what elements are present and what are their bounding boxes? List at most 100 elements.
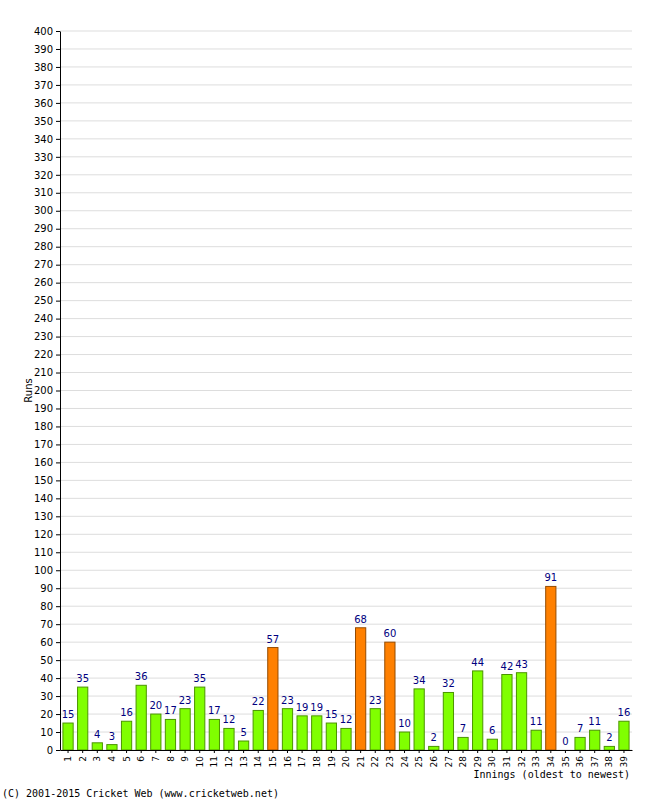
grid-line [60,264,632,265]
grid-line [60,84,632,85]
data-label: 2 [606,732,612,743]
y-tick-label: 220 [34,349,53,360]
x-tick: 9 [180,750,190,762]
y-tick-mark [56,355,60,356]
y-tick: 90 [40,583,60,594]
y-tick-label: 370 [34,80,53,91]
bar [107,745,117,750]
x-tick: 14 [253,750,263,767]
data-labels: 1535431636201723351712522572319191512682… [62,572,631,747]
y-tick: 160 [34,457,60,468]
y-tick-label: 390 [34,44,53,55]
y-tick-mark [56,391,60,392]
y-tick-mark [56,480,60,481]
bar [385,642,395,750]
y-tick-mark [56,373,60,374]
x-tick-label: 1 [63,756,73,762]
x-tick-mark [258,750,259,753]
y-tick: 140 [34,493,60,504]
x-tick: 27 [444,750,454,767]
data-label: 12 [223,714,236,725]
x-tick-label: 3 [92,756,102,762]
x-tick-label: 21 [356,756,366,767]
footer-text: (C) 2001-2015 Cricket Web (www.cricketwe… [2,788,279,799]
y-tick-label: 290 [34,223,53,234]
y-tick-mark [56,49,60,50]
x-tick-label: 39 [619,756,629,768]
grid-line [60,174,632,175]
x-tick-mark [155,750,156,753]
y-tick-mark [56,337,60,338]
y-tick-mark [56,570,60,571]
y-tick: 260 [34,277,60,288]
y-tick-label: 70 [40,619,53,630]
x-tick-mark [360,750,361,753]
data-label: 17 [164,705,177,716]
x-tick-mark [185,750,186,753]
x-tick: 36 [575,750,585,767]
chart-container: 1535431636201723351712522572319191512682… [0,0,650,800]
y-tick-label: 150 [34,475,53,486]
y-tick-mark [56,678,60,679]
x-tick-mark [126,750,127,753]
x-tick: 21 [356,750,366,767]
grid-line [60,390,632,391]
y-tick-mark [56,552,60,553]
data-label: 19 [310,702,323,713]
data-label: 16 [618,707,631,718]
x-tick-mark [375,750,376,753]
data-label: 3 [109,731,115,742]
data-label: 12 [340,714,353,725]
y-tick: 210 [34,367,60,378]
x-tick-mark [82,750,83,753]
data-label: 16 [120,707,133,718]
x-tick-label: 34 [546,756,556,768]
y-tick-mark [56,516,60,517]
y-tick-mark [56,211,60,212]
x-tick-mark [97,750,98,753]
x-tick: 23 [385,750,395,767]
y-tick-mark [56,31,60,32]
bar [312,716,322,750]
y-tick-label: 320 [34,170,53,181]
x-tick: 22 [370,750,380,767]
bar [195,687,205,750]
x-tick: 1 [63,750,73,762]
grid-line [60,570,632,571]
data-label: 32 [442,678,455,689]
y-tick-label: 10 [40,727,53,738]
x-tick: 2 [78,750,88,762]
grid-line [60,516,632,517]
bar [151,714,161,750]
y-tick-label: 350 [34,116,53,127]
y-tick-mark [56,624,60,625]
bar [590,730,600,750]
y-tick-mark [56,85,60,86]
y-tick-mark [56,732,60,733]
x-tick-mark [448,750,449,753]
x-tick-mark [111,750,112,753]
y-tick: 150 [34,475,60,486]
bar [209,719,219,750]
y-tick-label: 330 [34,152,53,163]
y-tick-label: 30 [40,691,53,702]
bar [356,628,366,750]
y-tick-label: 170 [34,439,53,450]
y-tick-label: 20 [40,709,53,720]
grid-line [60,120,632,121]
x-tick: 25 [414,750,424,767]
x-tick-label: 11 [209,756,219,767]
x-tick-mark [228,750,229,753]
bar [516,673,526,750]
grid-line [60,354,632,355]
x-tick: 19 [327,750,337,767]
bar [63,723,73,750]
x-tick-mark [272,750,273,753]
bar [370,709,380,750]
x-tick-label: 4 [107,756,117,762]
y-tick: 370 [34,80,60,91]
y-tick-label: 80 [40,601,53,612]
bar [282,709,292,750]
y-tick: 0 [47,745,60,756]
y-tick-label: 160 [34,457,53,468]
